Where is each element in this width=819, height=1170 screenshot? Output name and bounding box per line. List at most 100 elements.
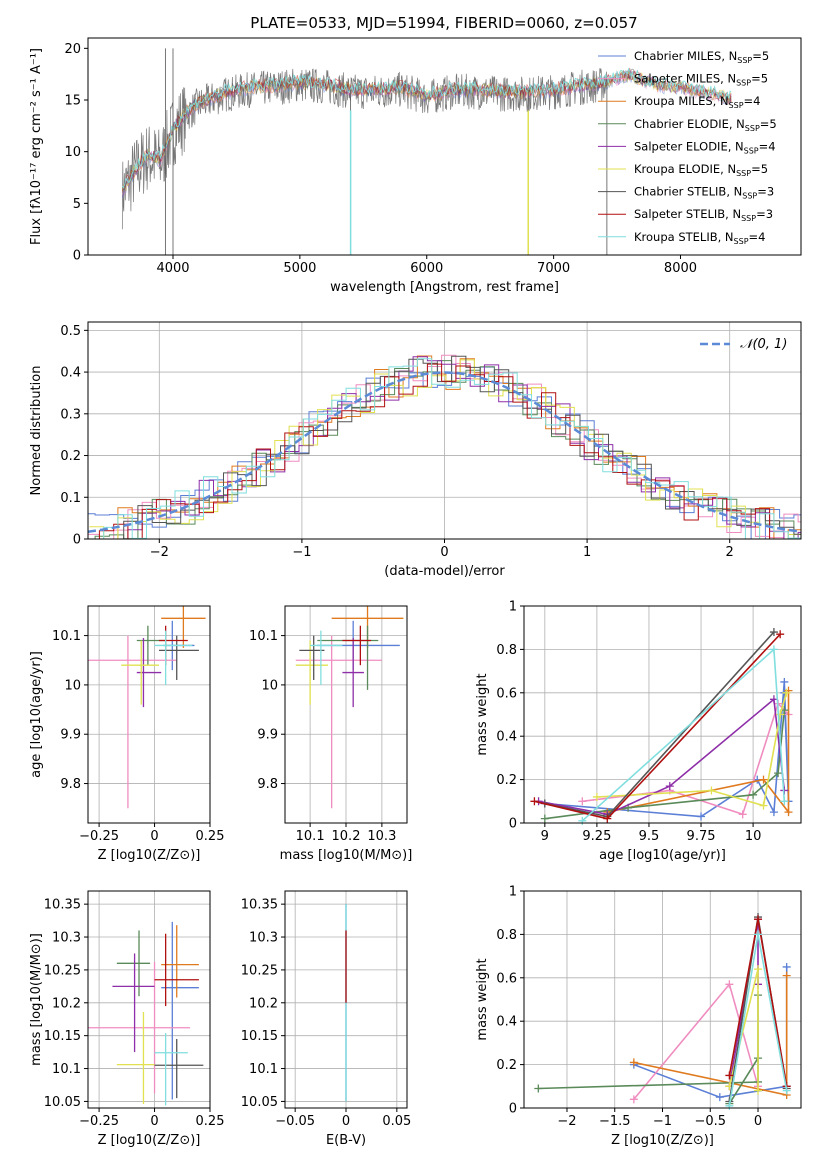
legend-entry: Kroupa ELODIE, NSSP=5 — [634, 162, 768, 178]
x-tick-label: −0.05 — [275, 1114, 315, 1129]
x-tick-label: 9.75 — [687, 829, 716, 844]
y-tick-label: 10 — [64, 145, 81, 160]
legend-entry: Chabrier MILES, NSSP=5 — [634, 49, 769, 65]
weight-line — [544, 681, 790, 818]
x-tick-label: 4000 — [156, 261, 189, 276]
x-tick-label: 0 — [754, 1114, 762, 1129]
y-tick-label: 0.4 — [60, 366, 81, 381]
y-tick-label: 0 — [509, 817, 517, 832]
y-tick-label: 0.5 — [60, 324, 81, 339]
weight-marker — [769, 808, 778, 817]
legend-value: =5 — [751, 72, 768, 86]
weight-marker — [592, 792, 601, 801]
x-tick-label: −1.5 — [599, 1114, 631, 1129]
x-tick-label: −2 — [557, 1114, 576, 1129]
y-tick-label: 0.2 — [496, 1058, 517, 1073]
weight-marker — [629, 1095, 638, 1104]
legend-value: =5 — [752, 49, 769, 63]
age_vs_z-axes — [84, 606, 211, 827]
weight-marker — [725, 1071, 734, 1080]
errorbar-point — [116, 930, 151, 997]
y-tick-label: 10.1 — [249, 629, 278, 644]
y-tick-label: 0.8 — [496, 928, 517, 943]
x-tick-label: 2 — [726, 545, 734, 560]
legend-subscript: SSP — [745, 124, 760, 133]
y-tick-label: 10.35 — [44, 898, 81, 913]
legend-subscript: SSP — [737, 56, 752, 65]
errorbar-point — [154, 630, 193, 685]
y-tick-label: 1 — [509, 600, 517, 615]
legend-value: =4 — [759, 139, 776, 153]
x-axis-label: E(B-V) — [326, 1133, 366, 1148]
weight-marker — [738, 810, 747, 819]
x-tick-label: 0.25 — [196, 1114, 225, 1129]
axes-frame — [87, 37, 802, 256]
weight-marker — [725, 980, 734, 989]
y-tick-label: 10.25 — [44, 963, 81, 978]
y-tick-label: 0.2 — [496, 773, 517, 788]
y-tick-label: 10.15 — [44, 1029, 81, 1044]
weight-marker — [707, 786, 716, 795]
weight-line — [544, 710, 786, 820]
x-tick-label: 0 — [440, 545, 448, 560]
axes-frame — [87, 321, 802, 540]
weight-marker — [530, 797, 539, 806]
spectrum-model-line — [121, 67, 732, 189]
x-tick-label: −0.25 — [79, 829, 119, 844]
y-tick-label: 1 — [509, 885, 517, 900]
legend-value: =4 — [749, 230, 766, 244]
y-axis-label: mass weight — [475, 673, 490, 755]
normal-curve — [87, 371, 802, 533]
y-tick-label: 10 — [64, 678, 81, 693]
x-tick-label: −0.5 — [694, 1114, 726, 1129]
y-tick-label: 10.05 — [44, 1095, 81, 1110]
weight-marker — [754, 915, 763, 924]
weight-marker — [759, 775, 768, 784]
mass_vs_z-axes — [84, 891, 211, 1112]
legend-subscript: SSP — [741, 214, 756, 223]
errorbar-point — [121, 640, 159, 705]
legend-value: =4 — [744, 94, 761, 108]
weight-marker — [715, 1093, 724, 1102]
x-tick-label: 10.2 — [332, 829, 361, 844]
histogram-series — [88, 355, 801, 539]
weight-marker — [769, 628, 778, 637]
spectrum-model-line — [121, 67, 732, 192]
legend-value: =3 — [757, 185, 774, 199]
weight-line — [607, 690, 790, 815]
y-tick-label: 10.25 — [241, 963, 278, 978]
legend-subscript: SSP — [734, 237, 749, 246]
x-tick-label: −1 — [653, 1114, 672, 1129]
x-axis-label: wavelength [Angstrom, rest frame] — [330, 280, 559, 295]
y-axis-label: Normed distribution — [29, 366, 44, 496]
y-tick-label: 9.9 — [60, 728, 81, 743]
x-axis-label: age [log10(age/yr)] — [599, 848, 726, 863]
weight-marker — [697, 812, 706, 821]
y-axis-label: Flux [fλ10⁻¹⁷ erg cm⁻² s⁻¹ A⁻¹] — [29, 48, 44, 245]
weight-marker — [780, 797, 789, 806]
y-tick-label: 10.2 — [52, 996, 81, 1011]
y-tick-label: 0.6 — [496, 971, 517, 986]
legend-subscript: SSP — [742, 192, 757, 201]
errorbar-point — [154, 933, 199, 1007]
errorbar-point — [158, 635, 199, 680]
y-tick-label: 0.4 — [496, 730, 517, 745]
x-tick-label: 9.5 — [639, 829, 660, 844]
y-tick-label: 9.8 — [257, 777, 278, 792]
weight-marker — [769, 645, 778, 654]
errorbar-point — [154, 1038, 204, 1099]
weight-marker — [782, 962, 791, 971]
errorbar-point — [116, 1011, 155, 1105]
y-tick-label: 0.4 — [496, 1015, 517, 1030]
x-tick-label: 0 — [150, 1114, 158, 1129]
weight-marker — [759, 801, 768, 810]
weight-marker — [665, 782, 674, 791]
legend-subscript: SSP — [729, 101, 744, 110]
errorbar-point — [88, 962, 191, 1094]
x-axis-label: Z [log10(Z/Z⊙)] — [611, 1133, 714, 1148]
errorbar-point — [342, 625, 372, 666]
x-axis-label: Z [log10(Z/Z⊙)] — [98, 1133, 201, 1148]
x-tick-label: −1 — [292, 545, 311, 560]
